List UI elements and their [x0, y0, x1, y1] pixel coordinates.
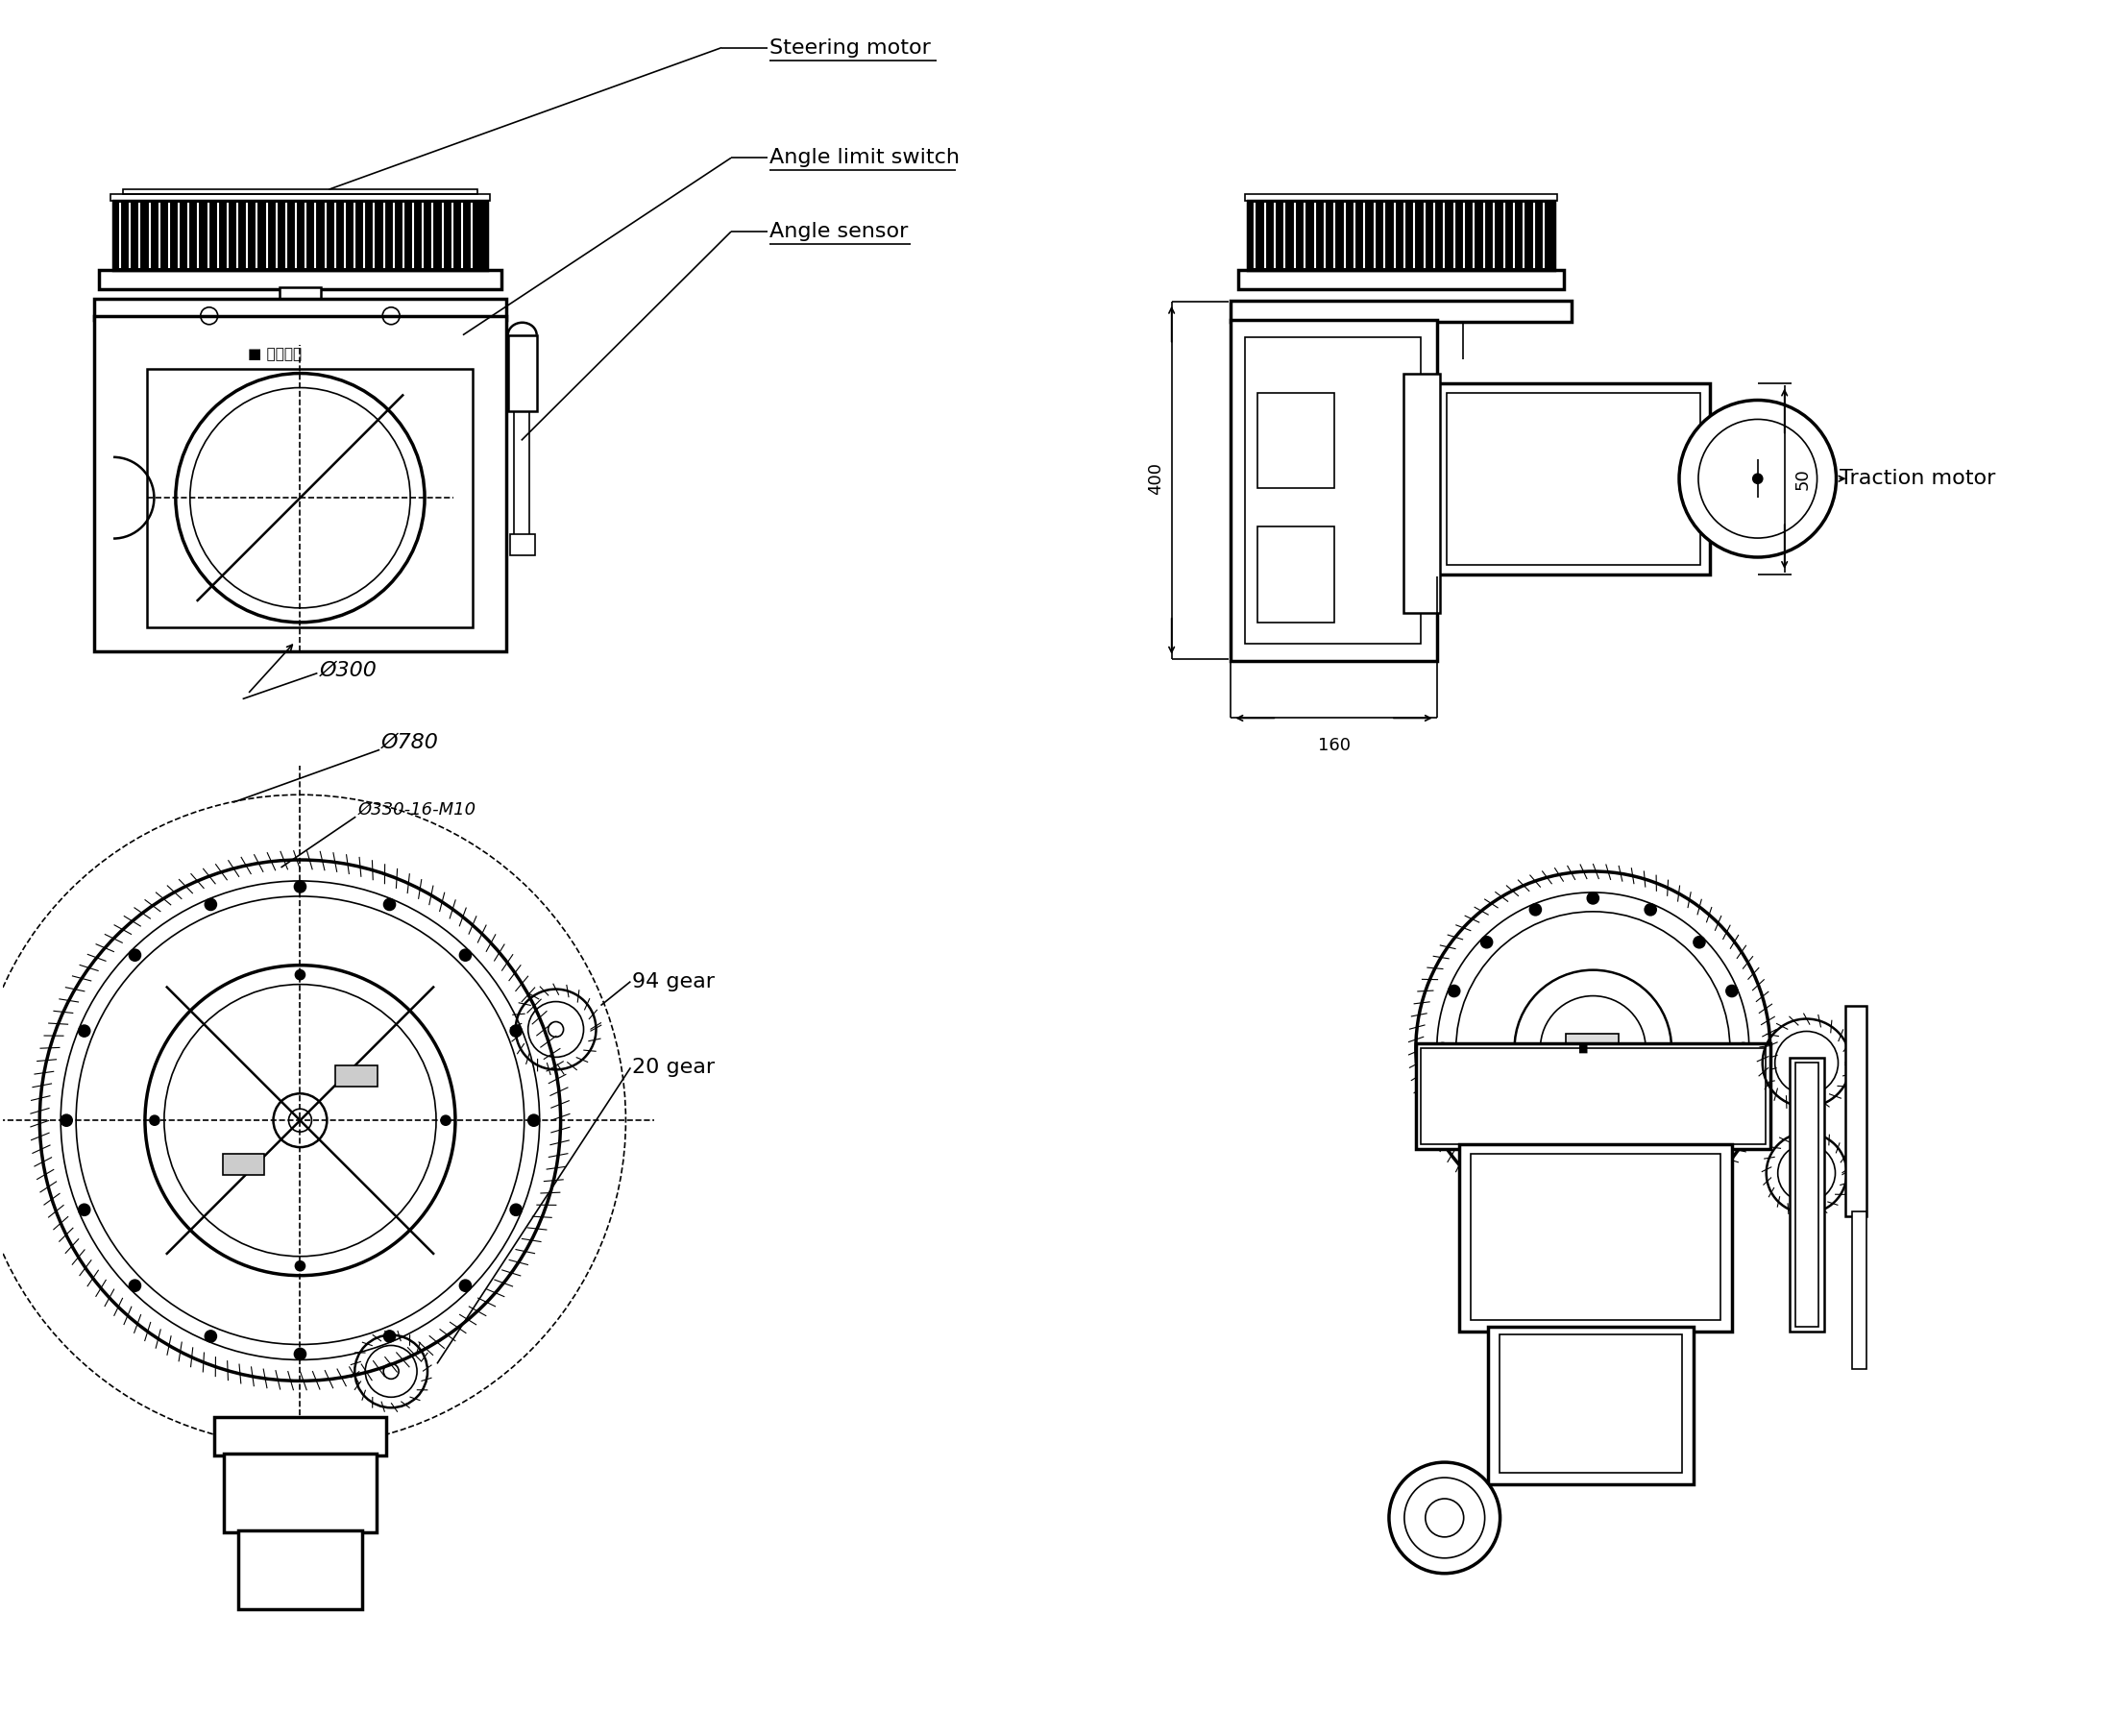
Circle shape	[151, 1116, 159, 1125]
Bar	[146, 368, 473, 627]
Bar	[238, 1531, 363, 1609]
Circle shape	[295, 880, 306, 892]
Circle shape	[460, 950, 471, 960]
Circle shape	[1753, 474, 1763, 483]
Circle shape	[1725, 1101, 1738, 1111]
Text: ■ 智轮科技: ■ 智轮科技	[248, 347, 301, 361]
Bar	[467, 344, 486, 536]
Circle shape	[79, 1205, 89, 1215]
Text: ■: ■	[1579, 1043, 1589, 1054]
Bar	[1488, 1326, 1693, 1484]
Bar	[1246, 194, 1558, 201]
Circle shape	[129, 1279, 140, 1292]
Bar	[1789, 1059, 1823, 1332]
Bar	[214, 1417, 386, 1455]
Circle shape	[509, 1205, 522, 1215]
Bar	[1566, 1035, 1619, 1062]
Text: Angle limit switch: Angle limit switch	[770, 148, 959, 167]
Bar	[112, 201, 486, 269]
Circle shape	[1449, 1101, 1460, 1111]
Circle shape	[1481, 1149, 1492, 1161]
Bar	[1447, 392, 1700, 564]
Bar	[93, 316, 505, 651]
Circle shape	[384, 1330, 395, 1342]
Circle shape	[295, 1349, 306, 1359]
Bar	[335, 1066, 378, 1087]
Text: Traction motor: Traction motor	[1840, 469, 1995, 488]
Bar	[280, 286, 320, 300]
Circle shape	[441, 1116, 450, 1125]
Circle shape	[1587, 892, 1598, 904]
Circle shape	[62, 1115, 72, 1127]
Text: 50: 50	[1793, 467, 1812, 490]
Circle shape	[1679, 399, 1836, 557]
Bar	[1231, 319, 1437, 661]
Circle shape	[1390, 1462, 1500, 1573]
Bar	[1853, 1212, 1867, 1370]
Bar	[110, 194, 490, 201]
Bar	[223, 1453, 378, 1533]
Circle shape	[295, 1260, 306, 1271]
Bar	[1403, 373, 1439, 613]
Text: Ø780: Ø780	[382, 733, 439, 752]
Circle shape	[1481, 936, 1492, 948]
Bar	[1246, 337, 1420, 644]
Circle shape	[129, 950, 140, 960]
Bar	[1415, 1043, 1770, 1149]
Text: 20 gear: 20 gear	[632, 1057, 715, 1078]
Circle shape	[1587, 1193, 1598, 1205]
Bar	[93, 299, 505, 319]
Circle shape	[1405, 1477, 1485, 1559]
Bar	[1420, 1049, 1766, 1144]
Text: 160: 160	[1318, 738, 1350, 755]
Bar	[1258, 392, 1335, 488]
Bar	[1846, 1005, 1867, 1217]
Bar	[223, 1154, 265, 1175]
Text: 94 gear: 94 gear	[632, 972, 715, 991]
Circle shape	[206, 1330, 216, 1342]
Bar	[1258, 526, 1335, 621]
Circle shape	[79, 1026, 89, 1036]
Text: Steering motor: Steering motor	[770, 38, 932, 57]
Text: Angle sensor: Angle sensor	[770, 222, 908, 241]
Circle shape	[1725, 986, 1738, 996]
Circle shape	[1437, 1043, 1449, 1054]
Circle shape	[1698, 420, 1816, 538]
Circle shape	[509, 1026, 522, 1036]
Text: 400: 400	[1146, 462, 1165, 495]
Bar	[1498, 1333, 1683, 1472]
Circle shape	[1426, 1498, 1464, 1536]
Text: Ø330-16-M10: Ø330-16-M10	[359, 800, 475, 818]
Text: Ø300: Ø300	[318, 661, 378, 681]
Circle shape	[1530, 1182, 1541, 1193]
Bar	[1239, 269, 1564, 288]
Bar	[100, 269, 501, 288]
Circle shape	[1645, 904, 1657, 915]
Bar	[1437, 384, 1710, 575]
Bar	[460, 335, 494, 411]
Bar	[509, 535, 535, 556]
Bar	[514, 344, 528, 536]
Bar	[507, 335, 537, 411]
Circle shape	[1693, 936, 1706, 948]
Circle shape	[460, 1279, 471, 1292]
Circle shape	[1738, 1043, 1749, 1054]
Bar	[1231, 300, 1572, 321]
Circle shape	[1693, 1149, 1706, 1161]
Circle shape	[528, 1115, 539, 1127]
Circle shape	[1530, 904, 1541, 915]
Circle shape	[384, 899, 395, 910]
Circle shape	[295, 970, 306, 979]
Bar	[1795, 1062, 1819, 1326]
Bar	[123, 189, 477, 194]
Bar	[1460, 1144, 1732, 1332]
Circle shape	[1645, 1182, 1657, 1193]
Bar	[1471, 1154, 1721, 1319]
Circle shape	[206, 899, 216, 910]
Bar	[463, 535, 490, 556]
Circle shape	[1449, 986, 1460, 996]
Bar	[1248, 201, 1555, 269]
